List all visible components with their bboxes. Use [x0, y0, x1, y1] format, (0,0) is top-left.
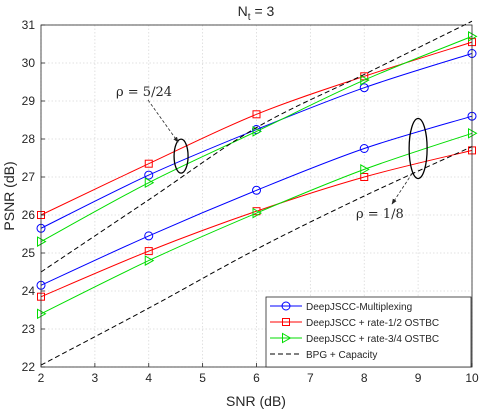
chart-title: Nt = 3 [238, 3, 275, 23]
legend-label: BPG + Capacity [306, 350, 377, 361]
series-line [40, 146, 473, 366]
legend-marker [282, 318, 290, 326]
series-3 [40, 20, 473, 273]
y-tick-label: 31 [22, 18, 36, 32]
data-point [252, 110, 261, 119]
x-tick-label: 6 [253, 371, 260, 385]
x-tick-label: 8 [361, 371, 368, 385]
legend-label: DeepJSCC + rate-3/4 OSTBC [306, 334, 439, 345]
legend-label: DeepJSCC-Multiplexing [306, 302, 412, 313]
series-6 [37, 127, 478, 320]
series-line [40, 53, 473, 229]
data-point [359, 144, 369, 153]
y-tick-label: 27 [22, 170, 36, 184]
annotation-label-rho-5-24: ρ = 5/24 [116, 85, 172, 100]
y-tick-label: 30 [22, 56, 36, 70]
data-point [144, 247, 153, 256]
annotation-arrow-rho-1-8 [391, 173, 413, 205]
data-point [360, 173, 369, 181]
y-tick-label: 25 [22, 246, 36, 260]
legend-label: DeepJSCC + rate-1/2 OSTBC [306, 318, 439, 329]
y-tick-label: 26 [22, 208, 36, 222]
legend-box [265, 296, 472, 368]
x-tick-label: 3 [92, 371, 99, 385]
data-point [252, 207, 263, 219]
y-tick-label: 23 [22, 322, 36, 336]
series-4 [36, 111, 477, 290]
legend-entry: DeepJSCC + rate-1/2 OSTBC [270, 318, 439, 329]
legend-entry: BPG + Capacity [270, 350, 377, 361]
series-line [40, 20, 473, 273]
x-tick-label: 7 [307, 371, 314, 385]
y-axis-label: PSNR (dB) [1, 161, 17, 230]
legend-marker [282, 332, 292, 344]
annotation-arrow-rho-5-24 [147, 99, 179, 143]
y-tick-label: 28 [22, 132, 36, 146]
data-point [144, 170, 154, 180]
annotation-layer: ρ = 5/24 ρ = 1/8 [116, 85, 428, 222]
annotation-label-rho-1-8: ρ = 1/8 [356, 207, 404, 222]
data-point [252, 126, 263, 137]
y-tick-label: 24 [22, 284, 36, 298]
data-point [360, 164, 370, 175]
x-tick-label: 9 [415, 371, 422, 385]
chart-title-rest: = 3 [251, 3, 275, 19]
x-tick-label: 4 [145, 371, 152, 385]
series-2 [37, 31, 478, 247]
data-point [360, 74, 370, 86]
data-point [252, 185, 261, 195]
data-point [359, 83, 369, 93]
chart-title-subscript: t [248, 12, 251, 23]
x-tick-label: 5 [199, 371, 206, 385]
series-7 [40, 146, 473, 366]
annotation-ellipse-rho-1-8 [408, 117, 428, 180]
y-tick-label: 29 [22, 94, 36, 108]
annotation-ellipse-rho-5-24 [173, 138, 189, 174]
data-point [144, 159, 153, 168]
series-line [40, 115, 473, 286]
series-layer [36, 20, 478, 366]
data-point [144, 255, 155, 266]
legend: DeepJSCC-Multiplexing DeepJSCC + rate-1/2… [265, 296, 472, 368]
data-point [144, 231, 154, 241]
x-tick-label: 10 [465, 371, 479, 385]
data-point [37, 308, 47, 320]
data-point [468, 127, 478, 139]
chart-title-main: N [238, 3, 248, 19]
x-tick-label: 2 [38, 371, 45, 385]
series-line [40, 132, 473, 315]
x-axis-label: SNR (dB) [226, 393, 286, 409]
legend-entry: DeepJSCC-Multiplexing [270, 301, 412, 313]
data-point [144, 177, 155, 189]
data-point [468, 31, 478, 42]
legend-entry: DeepJSCC + rate-3/4 OSTBC [270, 332, 439, 345]
series-line [40, 149, 473, 298]
data-point [37, 236, 47, 247]
legend-marker [281, 301, 291, 311]
y-tick-label: 22 [22, 360, 36, 374]
series-line [40, 35, 473, 243]
